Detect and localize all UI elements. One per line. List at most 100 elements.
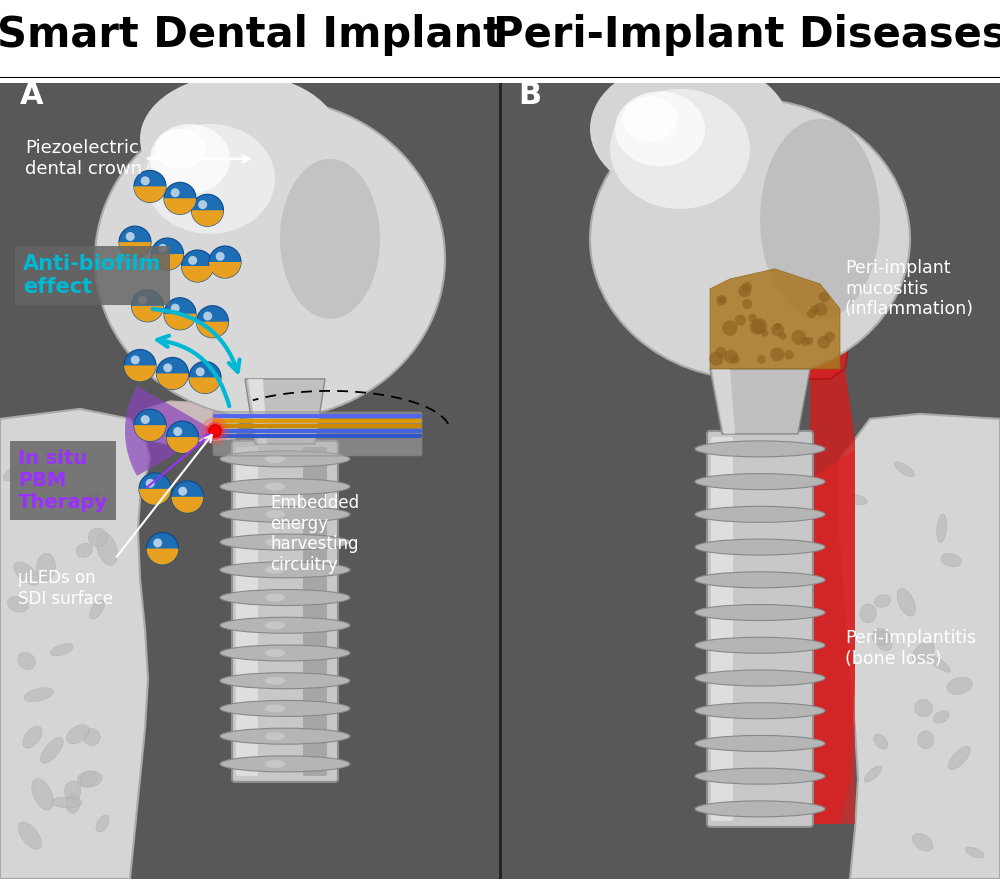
Ellipse shape	[77, 771, 102, 787]
Text: Embedded
energy
harvesting
circuitry: Embedded energy harvesting circuitry	[270, 494, 359, 575]
Circle shape	[209, 246, 241, 278]
Ellipse shape	[265, 593, 285, 601]
Ellipse shape	[912, 642, 934, 663]
Circle shape	[775, 323, 781, 330]
Circle shape	[146, 532, 178, 565]
Circle shape	[134, 409, 166, 441]
Wedge shape	[164, 198, 196, 214]
Ellipse shape	[874, 734, 888, 750]
Circle shape	[206, 422, 224, 440]
Circle shape	[209, 425, 221, 437]
Ellipse shape	[88, 528, 107, 547]
Circle shape	[791, 330, 806, 345]
Ellipse shape	[265, 510, 285, 518]
Circle shape	[806, 337, 813, 345]
Ellipse shape	[155, 129, 205, 169]
Circle shape	[742, 299, 752, 309]
Ellipse shape	[18, 652, 35, 669]
Circle shape	[141, 415, 150, 424]
Circle shape	[770, 347, 784, 362]
FancyBboxPatch shape	[232, 441, 338, 781]
Ellipse shape	[95, 99, 445, 419]
Circle shape	[153, 538, 162, 547]
Circle shape	[196, 306, 228, 338]
Circle shape	[189, 362, 221, 393]
Polygon shape	[712, 369, 735, 434]
Ellipse shape	[220, 451, 350, 467]
Polygon shape	[245, 379, 325, 444]
Circle shape	[119, 226, 151, 258]
Ellipse shape	[220, 507, 350, 522]
Wedge shape	[134, 187, 166, 202]
Circle shape	[188, 255, 197, 265]
Ellipse shape	[36, 553, 55, 581]
Polygon shape	[125, 386, 215, 476]
Circle shape	[757, 355, 766, 363]
Ellipse shape	[37, 469, 64, 489]
Circle shape	[709, 352, 723, 366]
Circle shape	[801, 337, 810, 347]
FancyBboxPatch shape	[707, 431, 813, 827]
Ellipse shape	[695, 801, 825, 817]
Circle shape	[156, 357, 188, 390]
FancyBboxPatch shape	[213, 412, 422, 456]
Ellipse shape	[695, 768, 825, 784]
Ellipse shape	[875, 595, 891, 607]
Ellipse shape	[876, 631, 892, 651]
Ellipse shape	[695, 670, 825, 686]
Circle shape	[124, 349, 156, 382]
Ellipse shape	[67, 725, 89, 743]
Ellipse shape	[65, 781, 81, 800]
Wedge shape	[152, 254, 184, 270]
Wedge shape	[192, 210, 224, 226]
Circle shape	[131, 355, 140, 364]
Wedge shape	[172, 497, 204, 513]
Circle shape	[158, 244, 167, 253]
Circle shape	[146, 479, 155, 488]
Circle shape	[141, 176, 150, 186]
Wedge shape	[156, 373, 188, 390]
Ellipse shape	[590, 59, 790, 199]
Circle shape	[750, 319, 765, 334]
Text: Peri-Implant Diseases: Peri-Implant Diseases	[493, 14, 1000, 56]
Circle shape	[771, 324, 784, 337]
Ellipse shape	[915, 699, 933, 717]
Wedge shape	[189, 377, 221, 393]
Circle shape	[182, 250, 214, 282]
Ellipse shape	[83, 492, 101, 508]
Circle shape	[719, 297, 726, 303]
Wedge shape	[166, 437, 198, 453]
Circle shape	[164, 182, 196, 214]
Ellipse shape	[610, 89, 750, 209]
FancyBboxPatch shape	[236, 447, 258, 776]
Ellipse shape	[96, 815, 109, 832]
Circle shape	[132, 290, 164, 322]
Ellipse shape	[51, 644, 73, 656]
Circle shape	[178, 487, 187, 496]
Circle shape	[138, 295, 147, 305]
Ellipse shape	[844, 494, 867, 505]
Ellipse shape	[220, 562, 350, 578]
Circle shape	[807, 309, 816, 318]
Ellipse shape	[695, 735, 825, 751]
Wedge shape	[196, 322, 228, 338]
Text: Peri-implantitis
(bone loss): Peri-implantitis (bone loss)	[845, 629, 976, 667]
Ellipse shape	[913, 834, 933, 851]
Circle shape	[810, 305, 819, 315]
Ellipse shape	[918, 731, 934, 749]
Circle shape	[742, 282, 752, 292]
Circle shape	[172, 481, 204, 513]
Ellipse shape	[220, 478, 350, 495]
Circle shape	[784, 350, 794, 360]
Circle shape	[164, 298, 196, 330]
Ellipse shape	[590, 99, 910, 379]
Ellipse shape	[695, 441, 825, 457]
Circle shape	[139, 473, 171, 505]
Ellipse shape	[622, 96, 678, 141]
Ellipse shape	[265, 483, 285, 491]
Circle shape	[814, 302, 827, 316]
Ellipse shape	[51, 797, 82, 808]
Ellipse shape	[966, 847, 984, 858]
Ellipse shape	[220, 534, 350, 550]
Ellipse shape	[220, 700, 350, 716]
